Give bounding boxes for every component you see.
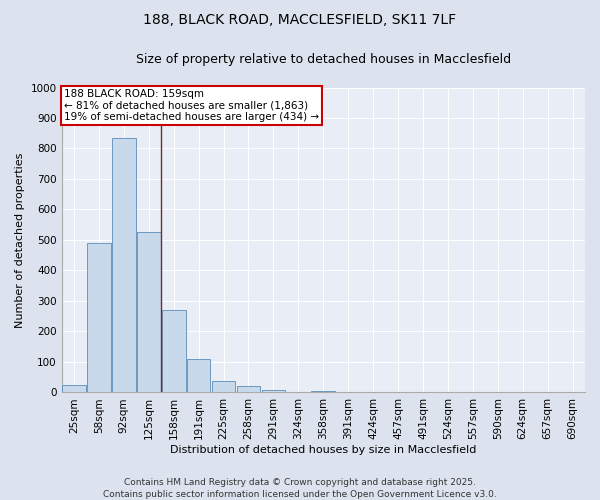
Bar [236, 386, 260, 392]
Title: Size of property relative to detached houses in Macclesfield: Size of property relative to detached ho… [136, 52, 511, 66]
Bar [87, 243, 111, 392]
Bar [62, 385, 86, 392]
Bar [311, 391, 335, 392]
Bar [187, 359, 211, 392]
X-axis label: Distribution of detached houses by size in Macclesfield: Distribution of detached houses by size … [170, 445, 476, 455]
Bar [162, 310, 185, 392]
Text: 188 BLACK ROAD: 159sqm
← 81% of detached houses are smaller (1,863)
19% of semi-: 188 BLACK ROAD: 159sqm ← 81% of detached… [64, 89, 319, 122]
Bar [137, 232, 161, 392]
Bar [112, 138, 136, 392]
Text: 188, BLACK ROAD, MACCLESFIELD, SK11 7LF: 188, BLACK ROAD, MACCLESFIELD, SK11 7LF [143, 12, 457, 26]
Bar [262, 390, 285, 392]
Y-axis label: Number of detached properties: Number of detached properties [15, 152, 25, 328]
Bar [212, 381, 235, 392]
Text: Contains HM Land Registry data © Crown copyright and database right 2025.
Contai: Contains HM Land Registry data © Crown c… [103, 478, 497, 499]
